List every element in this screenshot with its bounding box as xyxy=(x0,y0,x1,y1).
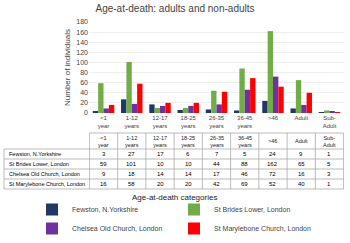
svg-text:St Brides Lower, London: St Brides Lower, London xyxy=(214,206,290,213)
svg-text:72: 72 xyxy=(269,171,276,177)
svg-text:69: 69 xyxy=(241,181,248,187)
svg-text:101: 101 xyxy=(126,161,137,167)
svg-text:1-12years: 1-12years xyxy=(125,135,139,148)
svg-text:24: 24 xyxy=(269,151,276,157)
svg-text:16: 16 xyxy=(298,171,305,177)
svg-text:59: 59 xyxy=(100,161,107,167)
svg-text:27: 27 xyxy=(128,151,135,157)
svg-text:52: 52 xyxy=(269,181,276,187)
svg-text:St Marylebone Church, London: St Marylebone Church, London xyxy=(9,181,85,187)
svg-text:9: 9 xyxy=(102,171,106,177)
svg-text:1: 1 xyxy=(327,181,331,187)
svg-text:3: 3 xyxy=(102,151,106,157)
svg-text:9: 9 xyxy=(299,151,303,157)
svg-text:60: 60 xyxy=(80,79,88,86)
svg-text:20: 20 xyxy=(157,181,164,187)
svg-text:120: 120 xyxy=(76,49,88,56)
svg-text:St Marylebone Church, London: St Marylebone Church, London xyxy=(214,225,311,233)
svg-text:12-17years: 12-17years xyxy=(153,135,167,148)
svg-text:17: 17 xyxy=(213,171,220,177)
svg-text:58: 58 xyxy=(128,181,135,187)
svg-text:1-12years: 1-12years xyxy=(124,115,139,129)
svg-text:Fewston, N.Yorkshire: Fewston, N.Yorkshire xyxy=(9,151,61,157)
svg-text:12-17years: 12-17years xyxy=(152,115,168,129)
svg-text:18-25years: 18-25years xyxy=(181,135,195,148)
svg-text:7: 7 xyxy=(215,151,219,157)
svg-text:17: 17 xyxy=(157,151,164,157)
svg-text:40: 40 xyxy=(298,181,305,187)
svg-text:0: 0 xyxy=(84,109,88,116)
svg-text:16: 16 xyxy=(100,181,107,187)
svg-text:10: 10 xyxy=(157,161,164,167)
svg-text:36-45years: 36-45years xyxy=(237,115,253,129)
svg-text:20: 20 xyxy=(80,99,88,106)
svg-text:180: 180 xyxy=(76,18,88,25)
svg-text:46: 46 xyxy=(241,171,248,177)
svg-text:42: 42 xyxy=(213,181,220,187)
svg-text:26-35years: 26-35years xyxy=(209,115,225,129)
svg-text:14: 14 xyxy=(157,171,164,177)
svg-text:140: 140 xyxy=(76,39,88,46)
svg-text:Age-at-death: adults and non-a: Age-at-death: adults and non-adults xyxy=(96,3,255,14)
svg-text:36-45years: 36-45years xyxy=(238,135,252,148)
svg-text:<1year: <1year xyxy=(98,135,109,148)
svg-text:40: 40 xyxy=(80,89,88,96)
svg-text:10: 10 xyxy=(185,161,192,167)
svg-text:Age-at-death categories: Age-at-death categories xyxy=(132,193,217,202)
svg-text:20: 20 xyxy=(185,181,192,187)
svg-text:Adult: Adult xyxy=(295,138,308,144)
svg-text:80: 80 xyxy=(80,69,88,76)
svg-text:162: 162 xyxy=(267,161,278,167)
svg-text:Chelsea Old Church, London: Chelsea Old Church, London xyxy=(9,171,80,177)
svg-text:5: 5 xyxy=(327,161,331,167)
svg-text:<1year: <1year xyxy=(98,115,110,129)
svg-text:1: 1 xyxy=(327,151,331,157)
svg-text:Sub-Adult: Sub-Adult xyxy=(323,115,337,129)
svg-text:65: 65 xyxy=(298,161,305,167)
svg-text:88: 88 xyxy=(241,161,248,167)
svg-text:18-25years: 18-25years xyxy=(181,115,197,129)
svg-text:>46: >46 xyxy=(268,115,279,121)
svg-text:Chelsea Old Church, London: Chelsea Old Church, London xyxy=(72,225,162,232)
svg-text:160: 160 xyxy=(76,29,88,36)
svg-text:18: 18 xyxy=(128,171,135,177)
svg-text:100: 100 xyxy=(76,59,88,66)
svg-text:Fewston, N.Yorkshire: Fewston, N.Yorkshire xyxy=(72,206,138,213)
svg-text:6: 6 xyxy=(186,151,190,157)
svg-text:St Brides Lower, London: St Brides Lower, London xyxy=(9,161,69,167)
svg-text:14: 14 xyxy=(185,171,192,177)
svg-text:5: 5 xyxy=(243,151,247,157)
svg-text:Sub-Adult: Sub-Adult xyxy=(323,135,336,148)
svg-text:Adult: Adult xyxy=(294,115,308,121)
svg-text:>46: >46 xyxy=(268,138,277,144)
svg-text:26-35years: 26-35years xyxy=(210,135,224,148)
svg-text:44: 44 xyxy=(213,161,220,167)
svg-text:3: 3 xyxy=(327,171,331,177)
svg-text:Number of individuals: Number of individuals xyxy=(63,29,72,106)
